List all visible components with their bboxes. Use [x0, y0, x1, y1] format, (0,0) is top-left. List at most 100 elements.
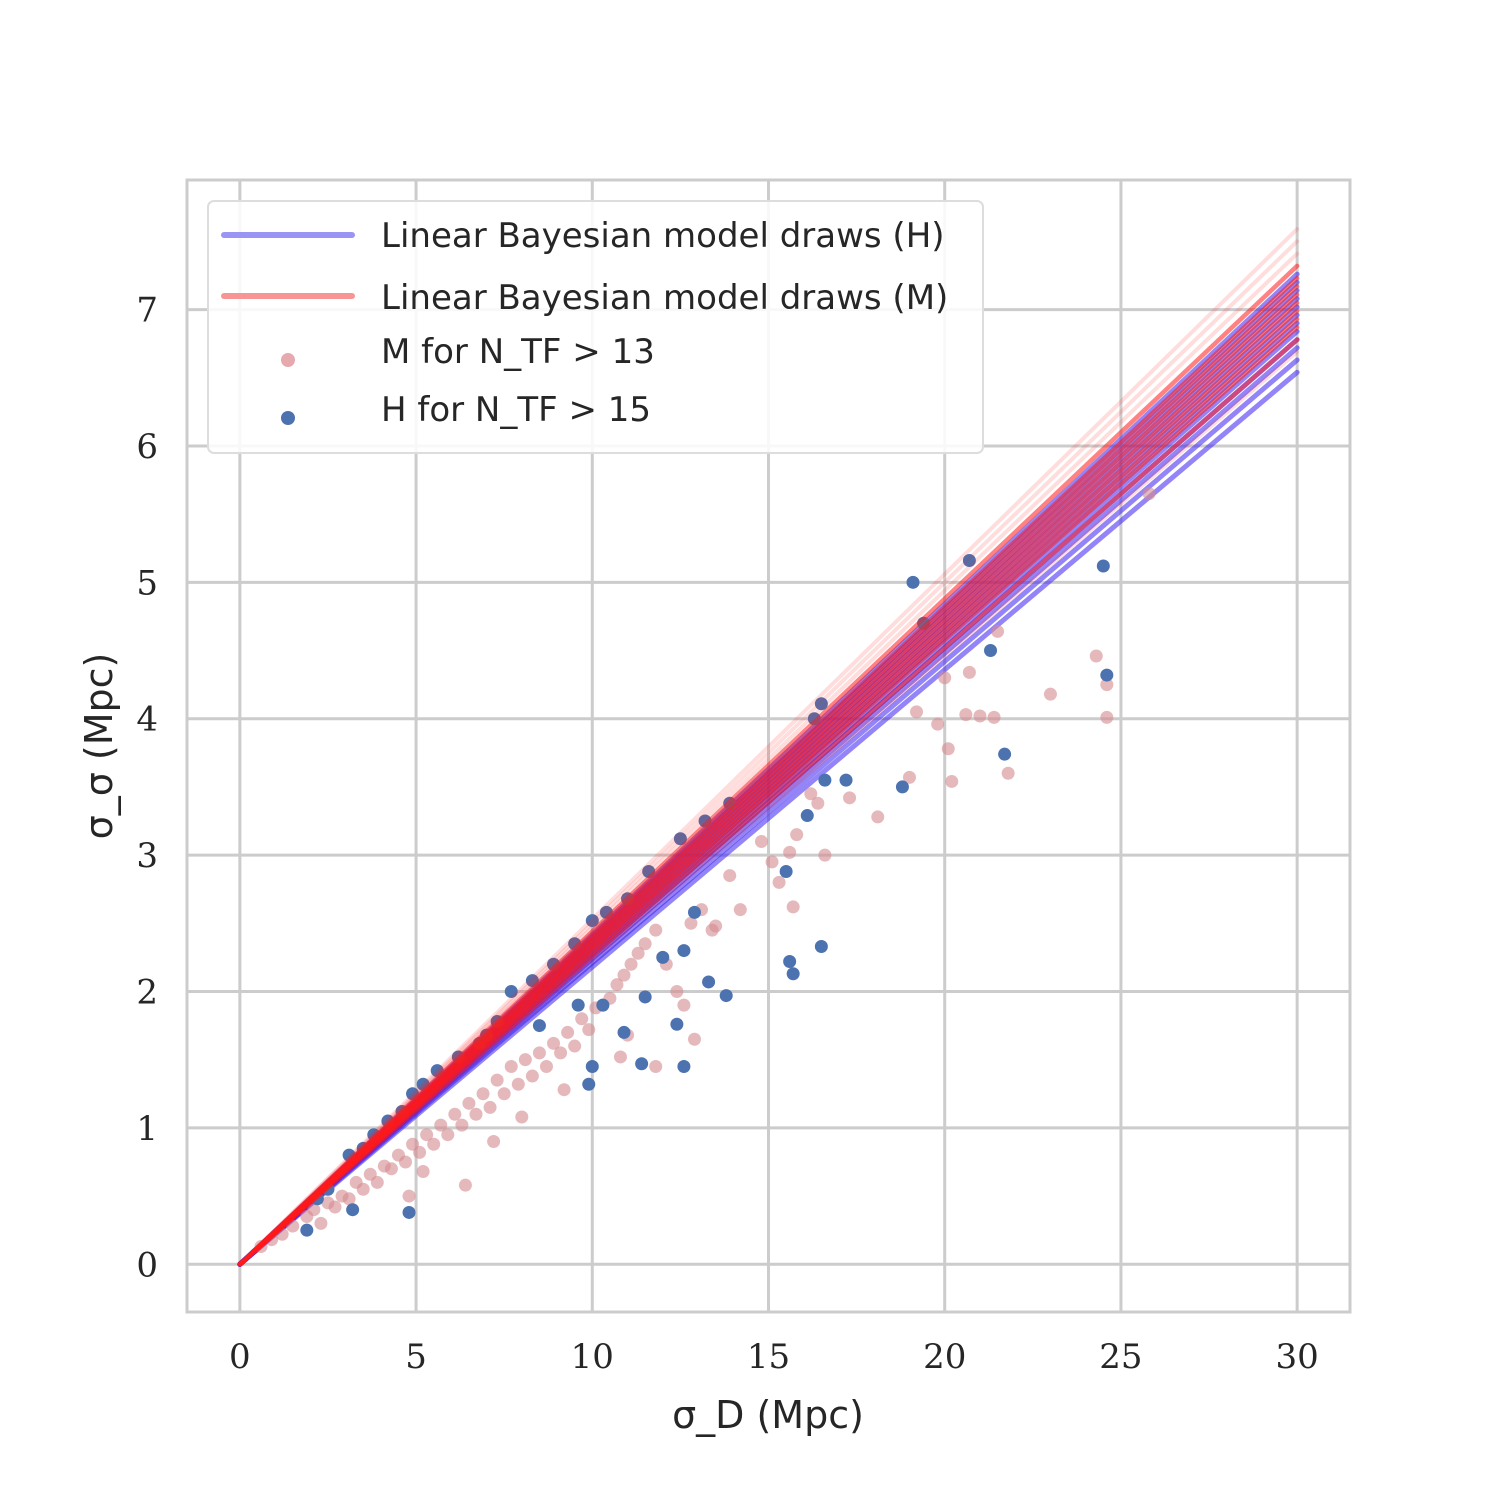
y-axis-label: σ_σ (Mpc): [77, 653, 121, 840]
m-point: [973, 709, 987, 723]
m-point: [525, 1069, 539, 1083]
m-point: [532, 1046, 546, 1060]
legend-marker-m: [281, 353, 295, 367]
m-point: [547, 1036, 561, 1050]
m-point: [561, 1025, 575, 1039]
m-point: [427, 1137, 441, 1151]
y-tick-label: 7: [136, 291, 158, 331]
m-point: [568, 1039, 582, 1053]
legend-marker-h: [281, 411, 295, 425]
h-point: [635, 1057, 649, 1071]
m-point: [617, 968, 631, 982]
x-axis-label: σ_D (Mpc): [672, 1393, 864, 1437]
h-point: [906, 575, 920, 589]
h-point: [786, 967, 800, 981]
m-point: [783, 845, 797, 859]
m-point: [399, 1155, 413, 1169]
m-point: [582, 1023, 596, 1037]
m-point: [356, 1182, 370, 1196]
h-point: [677, 944, 691, 958]
m-point: [307, 1203, 321, 1217]
h-point: [702, 975, 716, 989]
x-tick-label: 0: [229, 1337, 251, 1377]
m-point: [938, 671, 952, 685]
h-point: [1096, 559, 1110, 573]
m-point: [945, 774, 959, 788]
h-point: [814, 697, 828, 711]
m-point: [723, 869, 737, 883]
m-model-line: [237, 263, 1300, 1267]
m-point: [959, 708, 973, 722]
x-tick-labels: 0 5 10 15 20 25 30: [229, 1337, 1319, 1377]
h-point: [895, 780, 909, 794]
legend-label-h-points: H for N_TF > 15: [381, 390, 651, 430]
h-point: [1100, 668, 1114, 682]
m-point: [420, 1128, 434, 1142]
legend-box: [207, 200, 984, 454]
m-point: [487, 1135, 501, 1149]
h-point: [962, 554, 976, 568]
m-point: [931, 717, 945, 731]
m-point: [1089, 649, 1103, 663]
m-point: [504, 1060, 518, 1074]
m-model-line: [237, 227, 1300, 1267]
m-point: [342, 1192, 356, 1206]
m-point: [871, 810, 885, 824]
y-tick-label: 2: [136, 972, 158, 1012]
m-point: [497, 1087, 511, 1101]
m-point: [434, 1118, 448, 1132]
x-tick-label: 30: [1276, 1337, 1319, 1377]
m-point: [314, 1216, 328, 1230]
h-point: [818, 773, 832, 787]
m-point: [962, 665, 976, 679]
m-point: [490, 1073, 504, 1087]
x-tick-label: 5: [405, 1337, 427, 1377]
m-point: [818, 848, 832, 862]
h-point: [585, 1060, 599, 1074]
h-point: [571, 998, 585, 1012]
h-point: [783, 954, 797, 968]
y-tick-labels: 0 1 2 3 4 5 6 7: [136, 291, 158, 1286]
y-tick-label: 5: [136, 563, 158, 603]
m-point: [413, 1145, 427, 1159]
m-point: [709, 919, 723, 933]
m-point: [1100, 710, 1114, 724]
m-point: [575, 1012, 589, 1026]
m-point: [610, 978, 624, 992]
m-point: [518, 1053, 532, 1067]
h-point: [779, 864, 793, 878]
legend-label-m-lines: Linear Bayesian model draws (M): [381, 278, 948, 318]
m-point: [554, 1046, 568, 1060]
m-point: [469, 1107, 483, 1121]
h-point: [300, 1223, 314, 1237]
h-point: [800, 809, 814, 823]
y-tick-label: 6: [136, 427, 158, 467]
m-point: [613, 1050, 627, 1064]
h-point: [677, 1060, 691, 1074]
h-point: [839, 773, 853, 787]
m-point: [370, 1175, 384, 1189]
m-model-lines: [237, 227, 1300, 1267]
m-point: [462, 1096, 476, 1110]
m-point: [384, 1162, 398, 1176]
m-point: [557, 1083, 571, 1097]
h-point: [670, 1017, 684, 1031]
m-point: [476, 1087, 490, 1101]
m-point: [811, 796, 825, 810]
m-point: [987, 710, 1001, 724]
h-point: [638, 990, 652, 1004]
h-point: [402, 1205, 416, 1219]
m-point: [448, 1107, 462, 1121]
m-point: [441, 1128, 455, 1142]
x-tick-label: 10: [571, 1337, 614, 1377]
m-point: [458, 1178, 472, 1192]
m-point: [843, 791, 857, 805]
h-point: [984, 644, 998, 658]
m-point: [790, 828, 804, 842]
y-tick-label: 0: [136, 1245, 158, 1285]
m-model-line: [237, 239, 1300, 1267]
m-point: [511, 1077, 525, 1091]
plot-frame: [185, 178, 1352, 1314]
m-point: [1043, 687, 1057, 701]
m-points: [254, 487, 1156, 1254]
